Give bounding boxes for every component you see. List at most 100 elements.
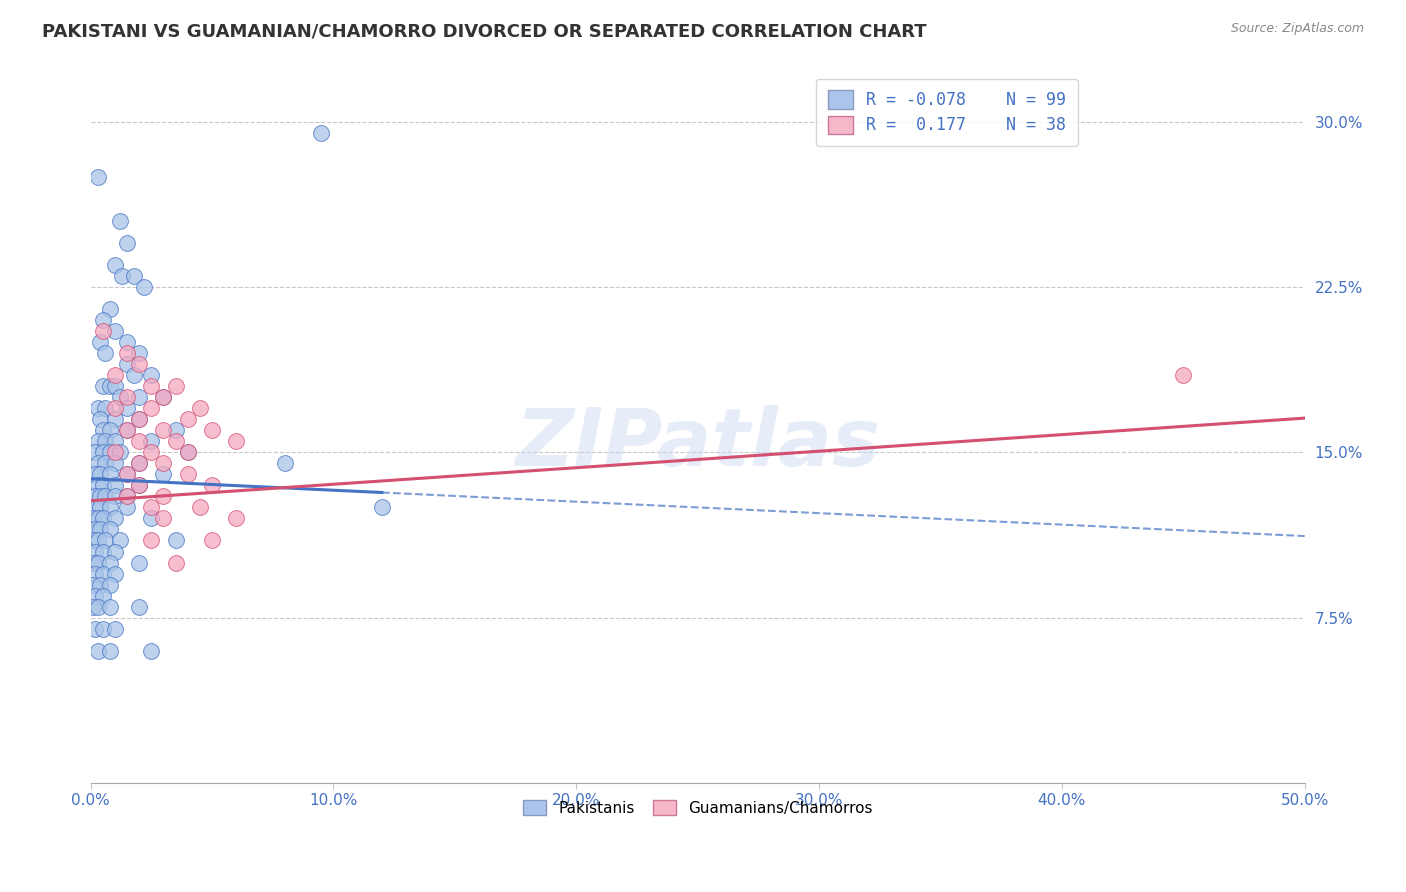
Point [91, 544, 114, 558]
Point [84, 445, 107, 459]
Point [115, 346, 138, 360]
Point [128, 599, 150, 614]
Point [128, 434, 150, 449]
Point [84, 523, 107, 537]
Point [87, 599, 110, 614]
Point [91, 566, 114, 581]
Point [98, 423, 121, 437]
Point [87, 169, 110, 184]
Point [225, 434, 247, 449]
Point [201, 478, 224, 492]
Point [128, 357, 150, 371]
Point [104, 622, 127, 636]
Point [165, 434, 187, 449]
Point [94, 401, 117, 416]
Point [94, 434, 117, 449]
Point [82, 533, 104, 548]
Point [98, 379, 121, 393]
Point [84, 589, 107, 603]
Point [132, 280, 155, 294]
Point [115, 489, 138, 503]
Point [94, 346, 117, 360]
Point [165, 533, 187, 548]
Point [94, 533, 117, 548]
Point [87, 434, 110, 449]
Point [152, 390, 174, 404]
Point [91, 423, 114, 437]
Point [98, 599, 121, 614]
Point [91, 445, 114, 459]
Point [128, 412, 150, 426]
Point [152, 467, 174, 482]
Point [115, 500, 138, 515]
Point [89, 500, 111, 515]
Point [91, 511, 114, 525]
Point [115, 235, 138, 250]
Point [177, 445, 200, 459]
Point [104, 401, 127, 416]
Point [104, 434, 127, 449]
Point [141, 445, 163, 459]
Point [87, 556, 110, 570]
Point [84, 544, 107, 558]
Legend: Pakistanis, Guamanians/Chamorros: Pakistanis, Guamanians/Chamorros [513, 790, 882, 825]
Point [87, 511, 110, 525]
Point [177, 467, 200, 482]
Point [89, 467, 111, 482]
Point [141, 511, 163, 525]
Point [104, 324, 127, 338]
Point [128, 456, 150, 470]
Point [98, 523, 121, 537]
Point [84, 467, 107, 482]
Point [128, 556, 150, 570]
Point [104, 544, 127, 558]
Point [98, 467, 121, 482]
Point [274, 456, 297, 470]
Point [124, 368, 146, 383]
Point [141, 644, 163, 658]
Point [98, 445, 121, 459]
Text: ZIPatlas: ZIPatlas [515, 405, 880, 483]
Point [84, 622, 107, 636]
Point [201, 423, 224, 437]
Point [104, 445, 127, 459]
Point [104, 566, 127, 581]
Point [141, 500, 163, 515]
Point [115, 390, 138, 404]
Point [87, 644, 110, 658]
Point [98, 556, 121, 570]
Point [87, 478, 110, 492]
Point [115, 423, 138, 437]
Point [128, 478, 150, 492]
Point [124, 268, 146, 283]
Point [82, 556, 104, 570]
Point [104, 489, 127, 503]
Point [89, 334, 111, 349]
Point [141, 533, 163, 548]
Text: Source: ZipAtlas.com: Source: ZipAtlas.com [1230, 22, 1364, 36]
Point [115, 357, 138, 371]
Point [141, 368, 163, 383]
Point [201, 533, 224, 548]
Point [128, 412, 150, 426]
Point [104, 412, 127, 426]
Point [98, 500, 121, 515]
Point [98, 644, 121, 658]
Point [165, 379, 187, 393]
Point [104, 258, 127, 272]
Point [128, 456, 150, 470]
Point [84, 500, 107, 515]
Point [128, 478, 150, 492]
Point [89, 577, 111, 591]
Point [104, 511, 127, 525]
Point [115, 401, 138, 416]
Point [165, 423, 187, 437]
Point [177, 412, 200, 426]
Point [104, 368, 127, 383]
Point [89, 489, 111, 503]
Point [87, 533, 110, 548]
Point [115, 489, 138, 503]
Point [87, 401, 110, 416]
Point [1173, 368, 1195, 383]
Point [311, 126, 333, 140]
